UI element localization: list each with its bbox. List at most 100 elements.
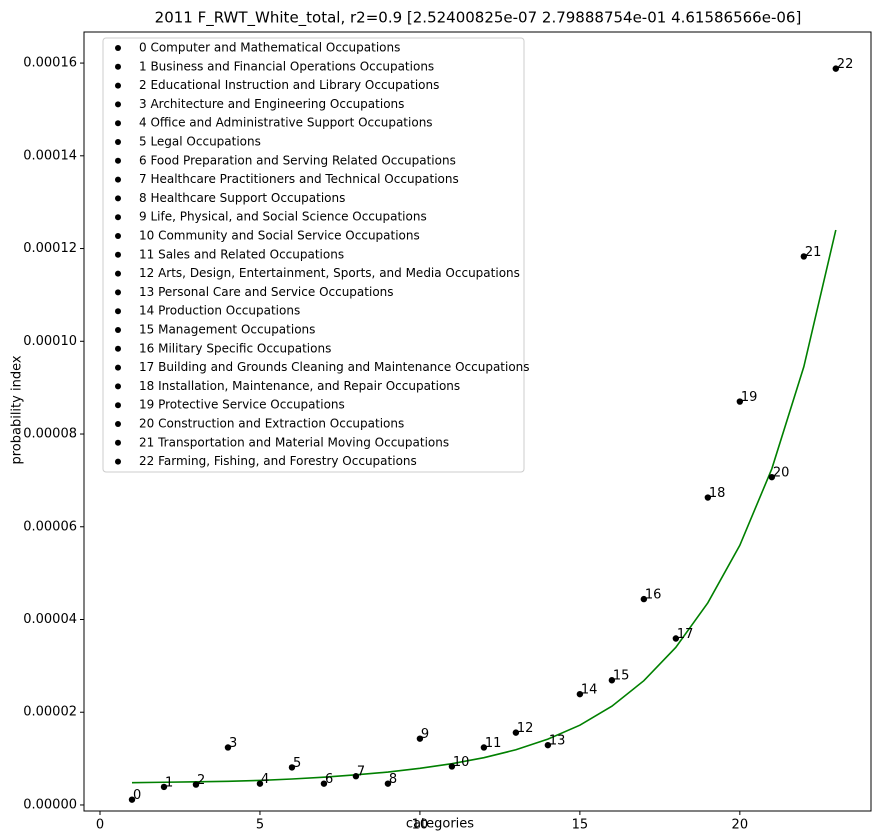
legend-label: 19 Protective Service Occupations: [139, 398, 345, 412]
legend-label: 16 Military Specific Occupations: [139, 341, 331, 355]
legend-label: 22 Farming, Fishing, and Forestry Occupa…: [139, 454, 417, 468]
data-point: [768, 473, 776, 481]
legend-label: 3 Architecture and Engineering Occupatio…: [139, 97, 404, 111]
point-label: 14: [581, 683, 598, 698]
legend-marker: [115, 195, 121, 202]
data-point: [352, 773, 360, 780]
data-point: [320, 780, 328, 787]
point-label: 21: [805, 245, 822, 260]
legend-label: 2 Educational Instruction and Library Oc…: [139, 78, 439, 92]
legend-label: 4 Office and Administrative Support Occu…: [139, 116, 433, 130]
legend-marker: [115, 63, 121, 70]
data-point: [192, 781, 200, 788]
data-point: [256, 780, 264, 787]
legend-marker: [115, 176, 121, 183]
y-tick-label: 0.00008: [23, 427, 77, 442]
y-tick-label: 0.00006: [23, 519, 77, 534]
legend-label: 5 Legal Occupations: [139, 135, 261, 149]
legend-marker: [115, 139, 121, 145]
legend-label: 0 Computer and Mathematical Occupations: [139, 41, 400, 55]
legend-box: [102, 37, 525, 473]
point-label: 3: [229, 736, 237, 751]
point-label: 15: [613, 669, 630, 684]
point-label: 9: [421, 727, 429, 742]
data-point: [384, 780, 392, 787]
point-label: 22: [837, 57, 854, 72]
legend-marker: [115, 289, 121, 296]
legend-marker: [115, 157, 121, 164]
point-label: 11: [485, 736, 502, 751]
data-point: [288, 764, 296, 771]
point-label: 1: [165, 775, 173, 790]
legend-marker: [115, 270, 121, 277]
data-point: [704, 494, 712, 501]
legend-label: 17 Building and Grounds Cleaning and Mai…: [139, 360, 530, 374]
x-tick-label: 10: [412, 818, 429, 833]
point-label: 19: [741, 390, 758, 405]
legend-label: 1 Business and Financial Operations Occu…: [139, 59, 434, 73]
legend-label: 8 Healthcare Support Occupations: [139, 191, 345, 205]
x-tick-label: 5: [256, 818, 264, 833]
data-point: [544, 741, 552, 749]
point-label: 0: [133, 788, 141, 803]
legend-label: 13 Personal Care and Service Occupations: [139, 285, 394, 299]
legend-marker: [115, 327, 121, 333]
data-point: [608, 677, 616, 684]
data-point: [800, 253, 808, 260]
legend-label: 20 Construction and Extraction Occupatio…: [139, 417, 404, 431]
legend-label: 7 Healthcare Practitioners and Technical…: [139, 172, 459, 186]
point-label: 13: [549, 734, 566, 749]
point-label: 10: [453, 755, 470, 770]
y-tick-label: 0.00010: [23, 334, 77, 349]
data-point: [448, 763, 456, 770]
legend-label: 11 Sales and Related Occupations: [139, 247, 344, 261]
point-label: 12: [517, 721, 534, 736]
data-point: [672, 635, 680, 642]
legend-marker: [115, 458, 121, 465]
point-label: 4: [261, 772, 269, 787]
data-point: [128, 796, 136, 803]
legend-label: 18 Installation, Maintenance, and Repair…: [139, 379, 460, 393]
point-label: 5: [293, 756, 301, 771]
y-tick-label: 0.00014: [23, 148, 77, 163]
data-point: [832, 65, 840, 72]
data-point: [736, 398, 744, 405]
legend-marker: [115, 439, 121, 446]
legend-marker: [115, 383, 121, 390]
y-tick-label: 0.00002: [23, 705, 77, 720]
legend-label: 21 Transportation and Material Moving Oc…: [139, 435, 449, 449]
legend-label: 6 Food Preparation and Serving Related O…: [139, 153, 456, 167]
legend-marker: [115, 233, 121, 239]
data-point: [416, 735, 424, 742]
data-point: [480, 744, 488, 751]
data-point: [576, 690, 584, 698]
legend-marker: [115, 82, 121, 89]
point-label: 2: [197, 773, 205, 788]
point-label: 17: [677, 627, 694, 642]
plot-frame: [83, 31, 872, 812]
legend-marker: [115, 45, 121, 51]
chart-title: 2011 F_RWT_White_total, r2=0.9 [2.524008…: [155, 9, 802, 28]
legend-label: 12 Arts, Design, Entertainment, Sports, …: [139, 266, 520, 280]
data-point: [160, 783, 168, 791]
point-label: 20: [773, 466, 790, 481]
point-label: 6: [325, 772, 333, 787]
legend-marker: [115, 345, 121, 352]
point-label: 7: [357, 765, 365, 780]
legend-label: 9 Life, Physical, and Social Science Occ…: [139, 210, 427, 224]
fit-line: [131, 229, 837, 784]
data-point: [640, 595, 648, 603]
legend-marker: [115, 120, 121, 127]
x-tick-label: 20: [732, 818, 749, 833]
point-label: 18: [709, 486, 726, 501]
y-tick-label: 0.00004: [23, 612, 77, 627]
y-axis-label: probability index: [10, 355, 25, 464]
y-tick-label: 0.00000: [23, 797, 77, 812]
legend-label: 14 Production Occupations: [139, 304, 300, 318]
data-point: [512, 729, 520, 736]
x-axis-label: categories: [406, 817, 474, 832]
legend-marker: [115, 421, 121, 427]
legend-marker: [115, 251, 121, 258]
legend-marker: [115, 214, 121, 221]
